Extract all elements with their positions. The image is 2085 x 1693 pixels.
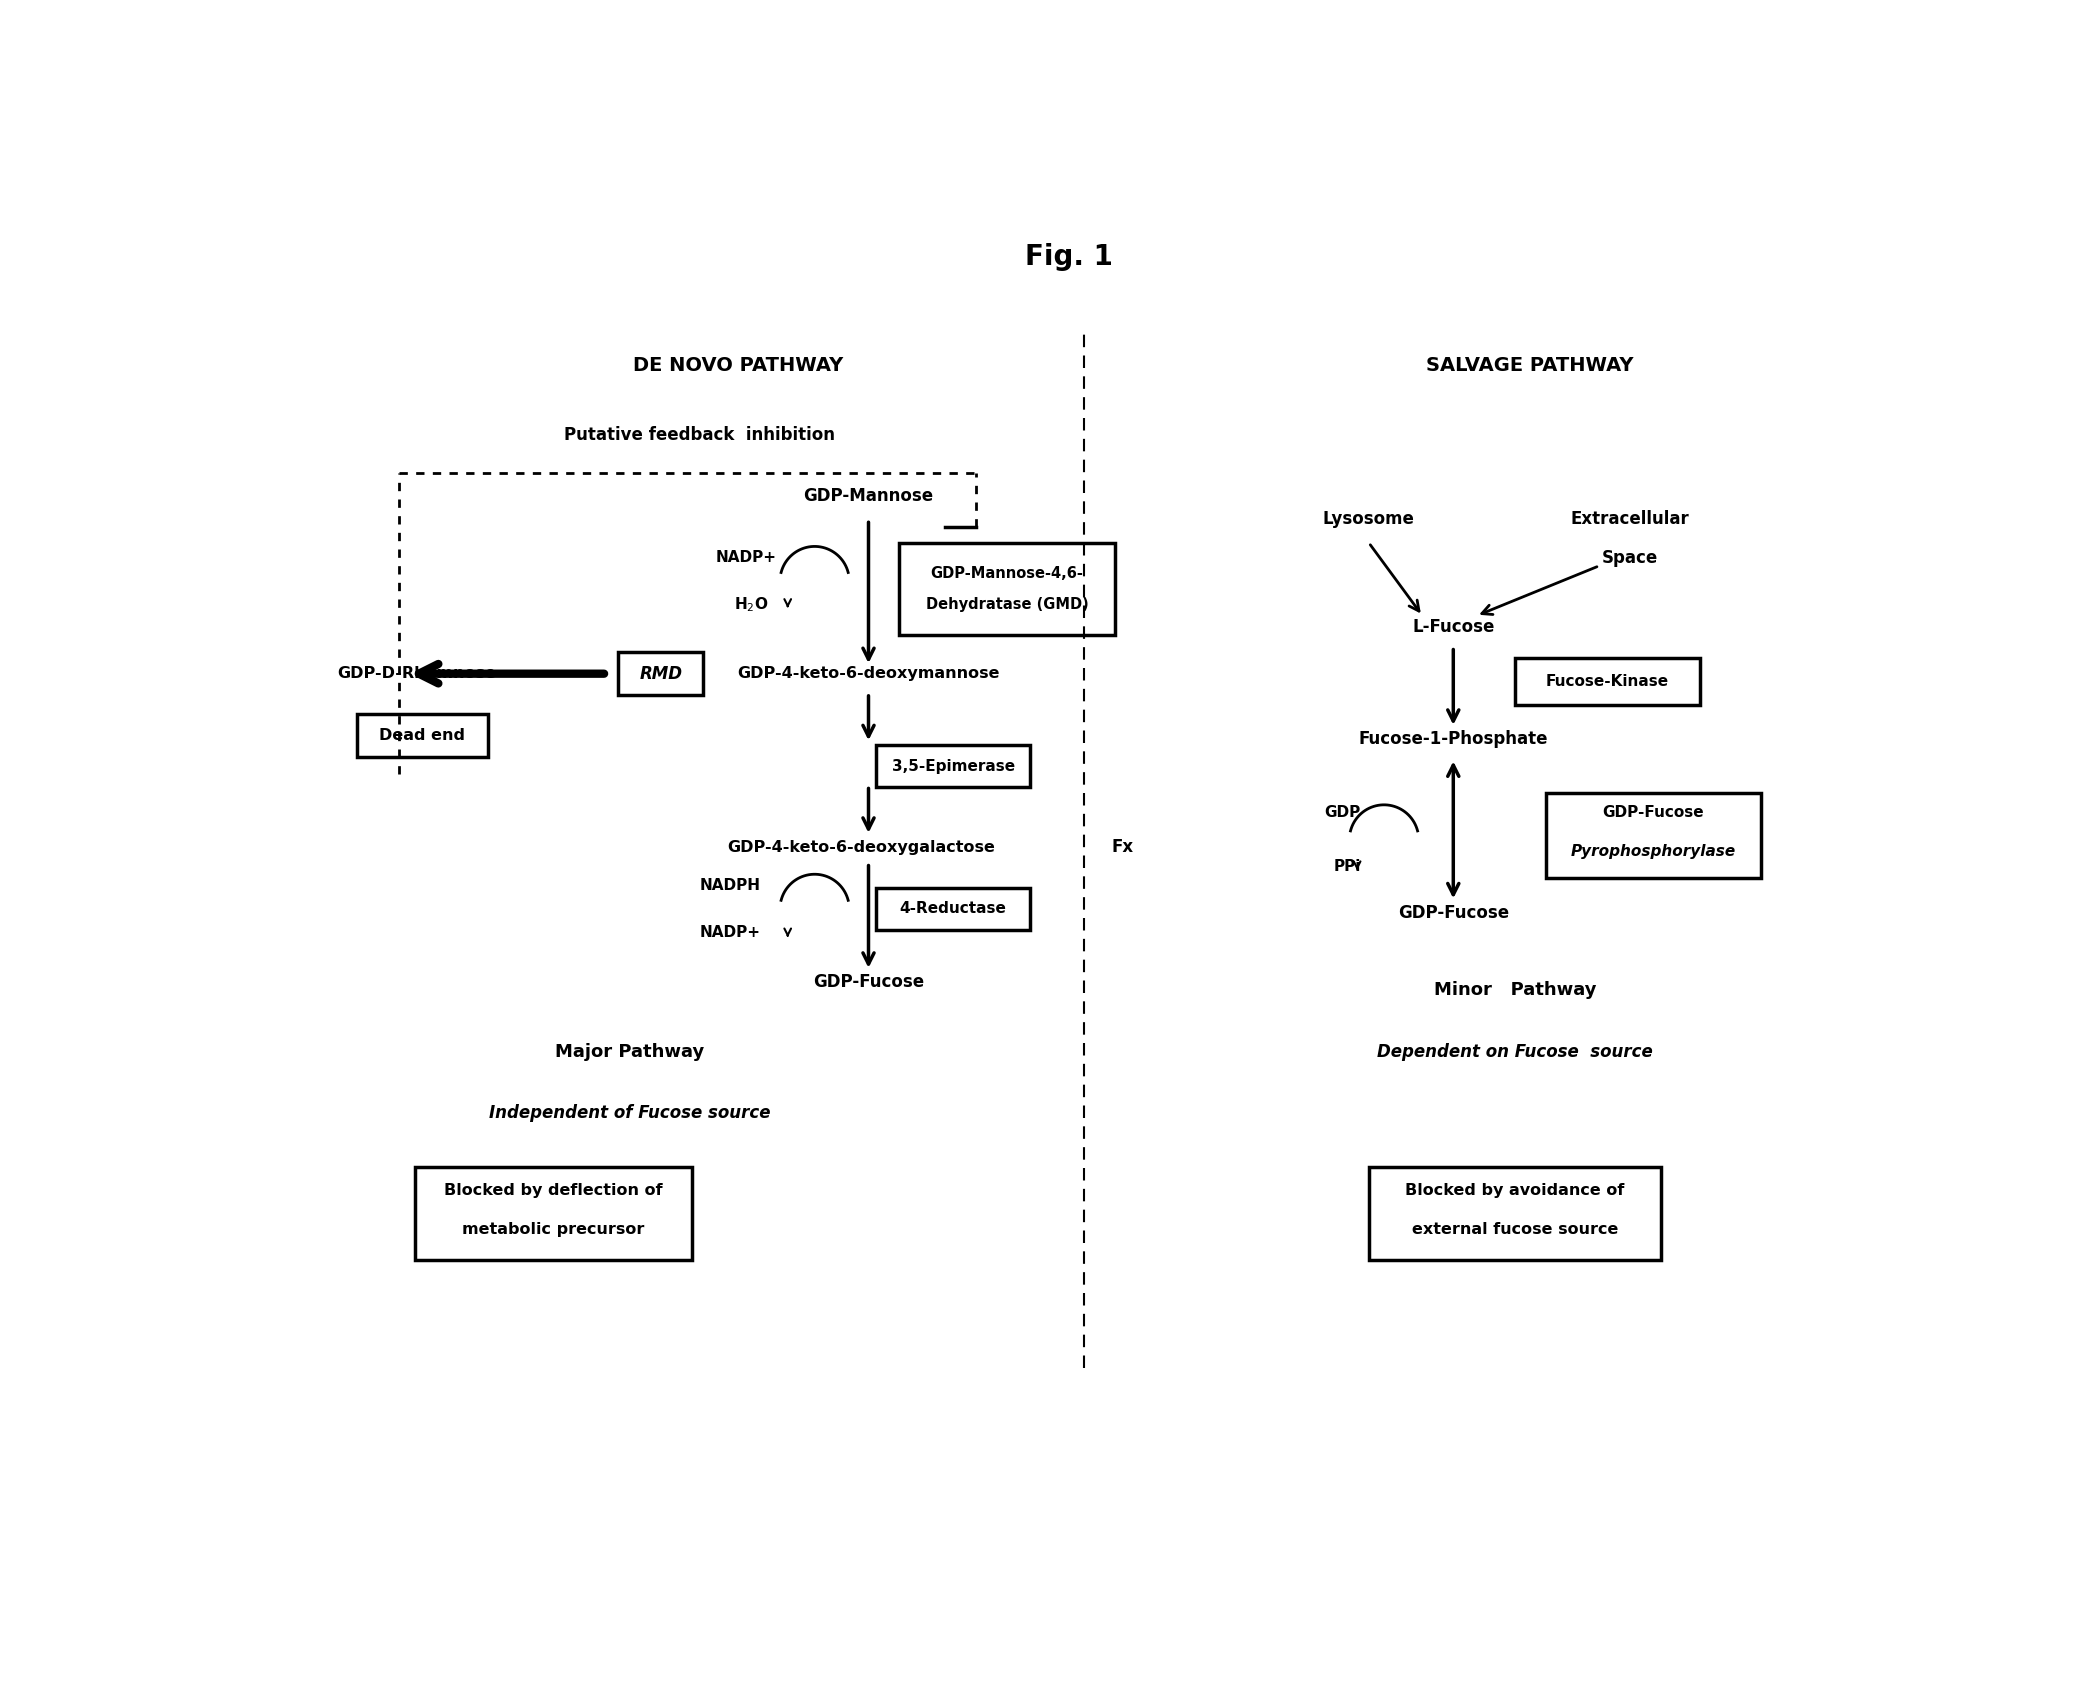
Text: GDP-Fucose: GDP-Fucose [1603, 806, 1703, 819]
Bar [619, 652, 703, 694]
Text: 4-Reductase: 4-Reductase [901, 901, 1007, 916]
Text: Space: Space [1601, 549, 1658, 567]
Text: Dehydratase (GMD): Dehydratase (GMD) [926, 596, 1088, 611]
Text: GDP-Fucose: GDP-Fucose [1397, 904, 1510, 921]
Text: GDP-4-keto-6-deoxygalactose: GDP-4-keto-6-deoxygalactose [728, 840, 995, 855]
Text: Independent of Fucose source: Independent of Fucose source [490, 1104, 771, 1122]
Text: SALVAGE PATHWAY: SALVAGE PATHWAY [1426, 356, 1635, 374]
Bar [1545, 794, 1762, 879]
Text: Major Pathway: Major Pathway [555, 1043, 705, 1060]
Text: Extracellular: Extracellular [1570, 510, 1689, 528]
Text: Putative feedback  inhibition: Putative feedback inhibition [563, 425, 834, 444]
Bar [899, 542, 1115, 635]
Text: GDP-D-Rhamnose: GDP-D-Rhamnose [338, 665, 496, 681]
Text: PPi: PPi [1334, 858, 1362, 874]
Text: GDP-4-keto-6-deoxymannose: GDP-4-keto-6-deoxymannose [738, 665, 999, 681]
Bar [1516, 659, 1699, 704]
Text: Fx: Fx [1111, 838, 1134, 857]
Text: H$_2$O: H$_2$O [734, 594, 769, 613]
Text: GDP-Fucose: GDP-Fucose [813, 973, 924, 990]
Text: DE NOVO PATHWAY: DE NOVO PATHWAY [632, 356, 842, 374]
Text: GDP: GDP [1324, 806, 1362, 819]
Text: Pyrophosphorylase: Pyrophosphorylase [1570, 843, 1737, 858]
Bar [357, 714, 488, 757]
Bar [876, 745, 1030, 787]
Text: NADP+: NADP+ [715, 550, 776, 565]
Text: RMD: RMD [640, 665, 682, 682]
Text: GDP-Mannose-4,6-: GDP-Mannose-4,6- [930, 565, 1084, 581]
Text: Fig. 1: Fig. 1 [1024, 244, 1113, 271]
Text: Blocked by deflection of: Blocked by deflection of [444, 1183, 663, 1199]
Text: metabolic precursor: metabolic precursor [463, 1222, 644, 1236]
Text: Lysosome: Lysosome [1322, 510, 1414, 528]
Text: Dependent on Fucose  source: Dependent on Fucose source [1376, 1043, 1653, 1060]
Text: Fucose-Kinase: Fucose-Kinase [1545, 674, 1668, 689]
Text: NADPH: NADPH [701, 879, 761, 894]
Text: Blocked by avoidance of: Blocked by avoidance of [1405, 1183, 1624, 1199]
Text: GDP-Mannose: GDP-Mannose [803, 488, 934, 505]
Bar [415, 1168, 692, 1260]
Text: Minor   Pathway: Minor Pathway [1434, 980, 1597, 999]
Text: NADP+: NADP+ [701, 924, 761, 940]
Text: L-Fucose: L-Fucose [1412, 618, 1495, 637]
Text: external fucose source: external fucose source [1412, 1222, 1618, 1236]
Text: Dead end: Dead end [379, 728, 465, 743]
Bar [1368, 1168, 1662, 1260]
Text: Fucose-1-Phosphate: Fucose-1-Phosphate [1359, 730, 1547, 748]
Bar [876, 887, 1030, 929]
Text: 3,5-Epimerase: 3,5-Epimerase [892, 758, 1015, 774]
